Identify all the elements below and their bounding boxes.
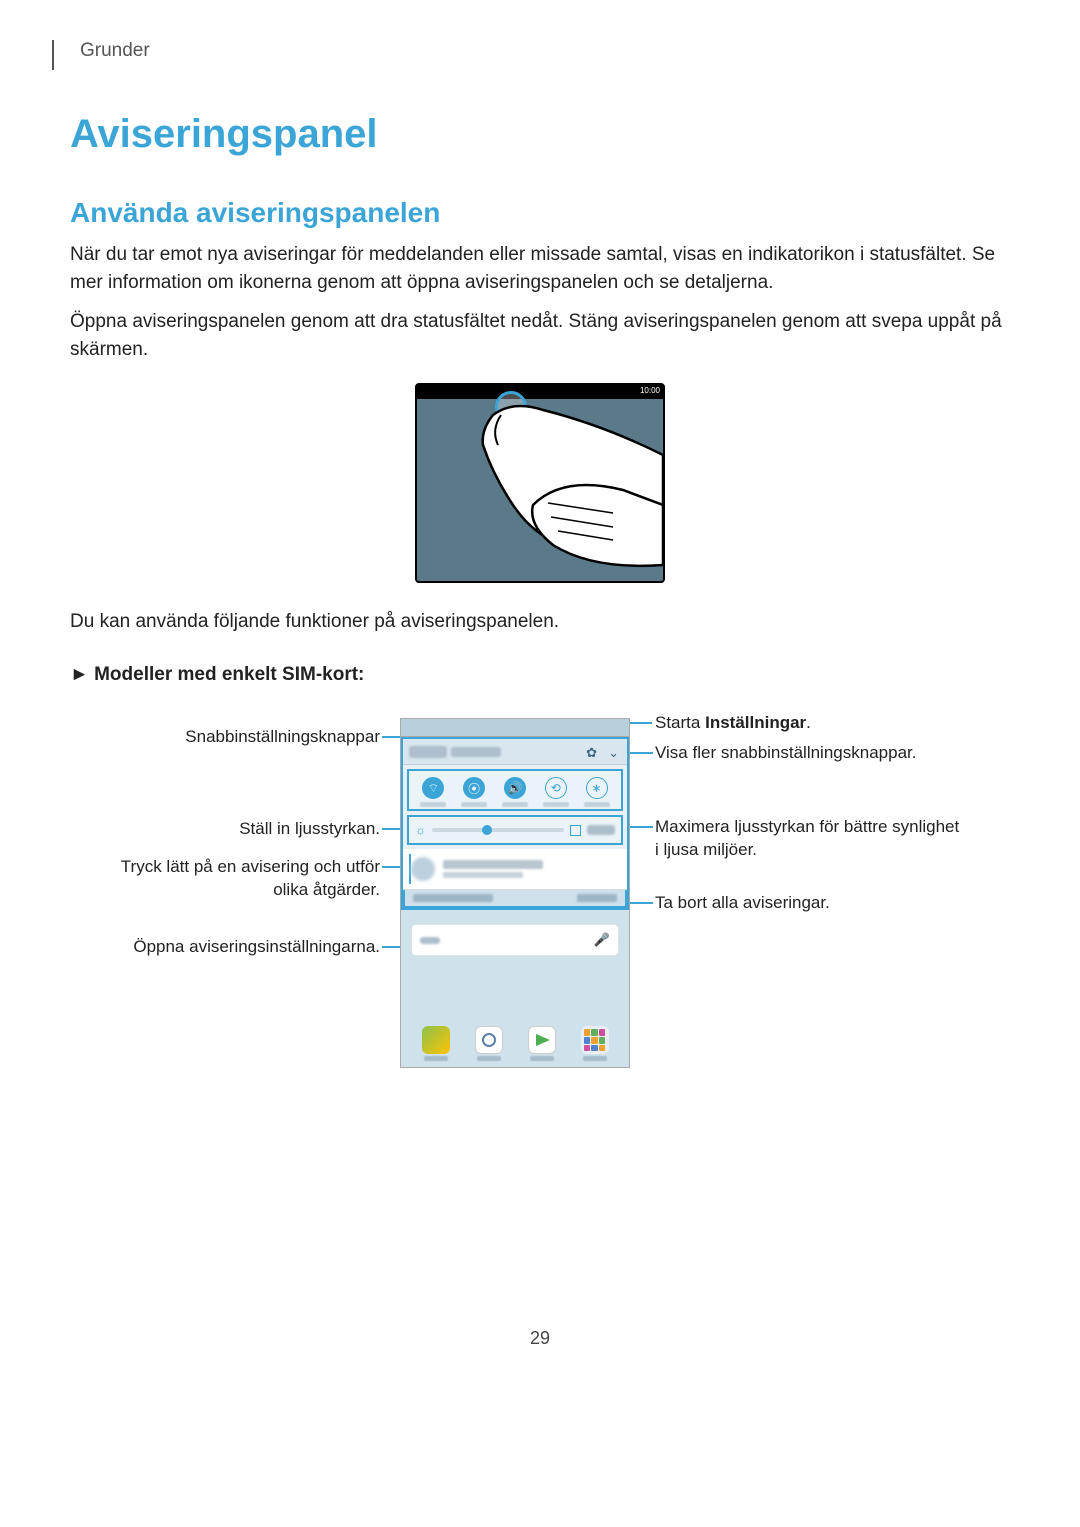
model-subheading: ► Modeller med enkelt SIM-kort:: [70, 661, 1010, 689]
callout-more-qs: Visa fler snabbinställningsknappar.: [655, 742, 955, 765]
play-store-icon: [528, 1026, 556, 1054]
clear-all-button[interactable]: [577, 894, 617, 902]
notif-footer: [403, 890, 627, 908]
callout-settings: Starta Inställningar.: [655, 712, 955, 735]
notif-app-icon: [411, 857, 435, 881]
camera-icon: [475, 1026, 503, 1054]
callout-max-brightness: Maximera ljusstyrkan för bättre synlighe…: [655, 816, 965, 862]
triangle-bullet-icon: ►: [70, 664, 89, 685]
panel-header: ✿ ⌄: [403, 739, 627, 765]
outdoor-label: [587, 825, 615, 835]
swipe-gesture-illustration: 10:00: [415, 383, 665, 583]
phone-statusbar: [401, 719, 629, 737]
qs-rotate[interactable]: ⟲: [537, 777, 575, 807]
rotate-icon: ⟲: [545, 777, 567, 799]
callout-brightness: Ställ in ljusstyrkan.: [100, 818, 380, 841]
dock-app-4[interactable]: [577, 1026, 613, 1061]
section-title: Använda aviseringspanelen: [70, 197, 1010, 229]
paragraph-1: När du tar emot nya aviseringar för medd…: [70, 241, 1010, 296]
paragraph-2: Öppna aviseringspanelen genom att dra st…: [70, 308, 1010, 363]
callout-line: [628, 902, 653, 904]
callout-notif-settings: Öppna aviseringsinställningarna.: [100, 936, 380, 959]
callout-settings-post: .: [806, 713, 811, 732]
qs-location[interactable]: ⦿: [455, 777, 493, 807]
phone-mock: ✿ ⌄ ⌔ ⦿ 🔊 ⟲ ∗ ☼: [400, 718, 630, 1068]
callout-quick-settings: Snabbinställningsknappar: [100, 726, 380, 749]
quick-settings-row: ⌔ ⦿ 🔊 ⟲ ∗: [407, 769, 623, 811]
search-placeholder: [420, 937, 440, 944]
callout-clear-all: Ta bort alla aviseringar.: [655, 892, 955, 915]
page-title: Aviseringspanel: [70, 112, 1010, 157]
hand-icon: [473, 395, 665, 583]
callout-settings-bold: Inställningar: [705, 713, 806, 732]
side-rule: [52, 40, 54, 70]
callout-line: [382, 946, 402, 948]
notif-settings-link[interactable]: [413, 894, 493, 902]
dock-app-3[interactable]: [524, 1026, 560, 1061]
notification-item[interactable]: [403, 849, 627, 890]
notif-title: [443, 860, 543, 869]
qs-bluetooth[interactable]: ∗: [578, 777, 616, 807]
brightness-icon: ☼: [415, 823, 426, 837]
dock-app-1[interactable]: [418, 1026, 454, 1061]
gear-icon[interactable]: ✿: [586, 745, 597, 761]
callout-settings-pre: Starta: [655, 713, 705, 732]
brightness-row: ☼: [407, 815, 623, 845]
mic-icon[interactable]: 🎤: [594, 932, 610, 948]
breadcrumb: Grunder: [70, 40, 1010, 62]
apps-icon: [581, 1026, 609, 1054]
gallery-icon: [422, 1026, 450, 1054]
outdoor-checkbox[interactable]: [570, 825, 581, 836]
wifi-icon: ⌔: [422, 777, 444, 799]
notification-panel-diagram: Snabbinställningsknappar Ställ in ljusst…: [100, 708, 980, 1088]
subhead-bold: Modeller med enkelt SIM-kort: [94, 664, 358, 685]
sound-icon: 🔊: [504, 777, 526, 799]
panel-date: [451, 747, 501, 757]
home-searchbar[interactable]: 🎤: [411, 924, 619, 956]
brightness-slider[interactable]: [432, 828, 564, 832]
illus-time: 10:00: [640, 386, 660, 395]
qs-wifi[interactable]: ⌔: [414, 777, 452, 807]
callout-notification-tap: Tryck lätt på en avisering och utför oli…: [100, 856, 380, 902]
location-icon: ⦿: [463, 777, 485, 799]
subhead-colon: :: [358, 664, 364, 685]
notif-subtitle: [443, 872, 523, 878]
bluetooth-icon: ∗: [586, 777, 608, 799]
home-dock: [409, 1026, 621, 1061]
chevron-down-icon[interactable]: ⌄: [608, 745, 619, 761]
notification-panel: ✿ ⌄ ⌔ ⦿ 🔊 ⟲ ∗ ☼: [401, 737, 629, 910]
dock-app-2[interactable]: [471, 1026, 507, 1061]
panel-time: [409, 746, 447, 758]
paragraph-3: Du kan använda följande funktioner på av…: [70, 608, 1010, 636]
qs-sound[interactable]: 🔊: [496, 777, 534, 807]
page-number: 29: [70, 1328, 1010, 1349]
